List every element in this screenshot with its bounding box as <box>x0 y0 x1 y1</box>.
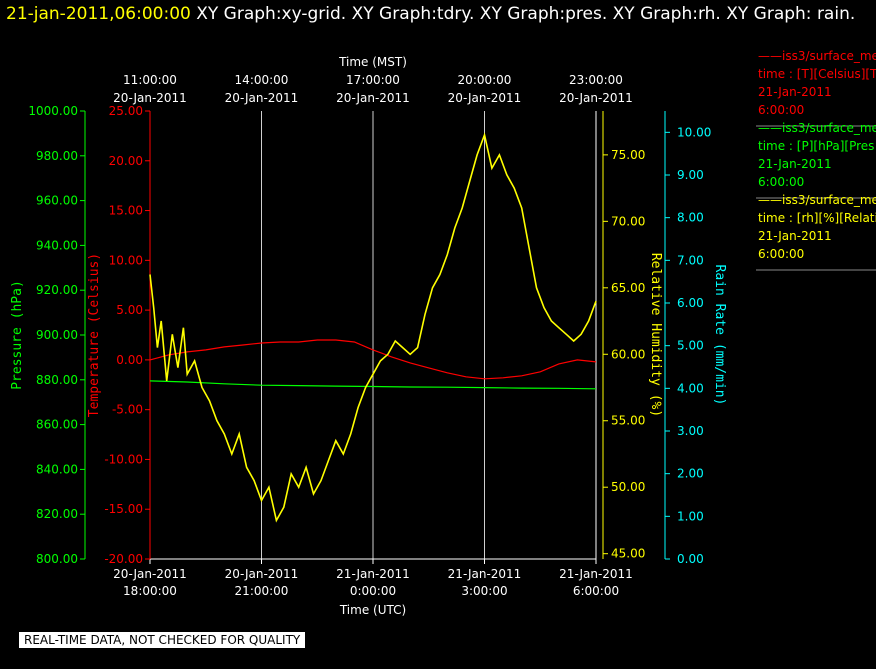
humidity-tick-label: 50.00 <box>611 480 645 494</box>
legend-date: 21-Jan-2011 <box>758 157 832 171</box>
series-line-humidity <box>149 132 597 523</box>
humidity-tick-label: 75.00 <box>611 148 645 162</box>
legend-date: 21-Jan-2011 <box>758 229 832 243</box>
legend-time: 6:00:00 <box>758 103 804 117</box>
x-tick-label-top-date: 20-Jan-2011 <box>113 91 187 105</box>
x-tick-label-top-date: 20-Jan-2011 <box>448 91 522 105</box>
x-tick-label-bottom-date: 21-Jan-2011 <box>448 567 522 581</box>
grid-lines <box>261 111 485 559</box>
x-tick-label-bottom-date: 21-Jan-2011 <box>336 567 410 581</box>
temperature-tick-label: 25.00 <box>109 104 143 118</box>
rain-tick-label: 7.00 <box>677 253 704 267</box>
temperature-tick-label: 20.00 <box>109 154 143 168</box>
legend-source: ——iss3/surface_me <box>758 193 876 207</box>
pressure-tick-label: 800.00 <box>36 552 78 566</box>
x-tick-label-top-time: 23:00:00 <box>569 73 623 87</box>
humidity-tick-label: 55.00 <box>611 414 645 428</box>
temperature-tick-label: -20.00 <box>104 552 143 566</box>
x-tick-label-top-date: 20-Jan-2011 <box>559 91 633 105</box>
x-tick-label-bottom-date: 20-Jan-2011 <box>113 567 187 581</box>
x-tick-label-bottom-date: 21-Jan-2011 <box>559 567 633 581</box>
pressure-tick-label: 960.00 <box>36 194 78 208</box>
legend-variable: time : [P][hPa][Pres <box>758 139 874 153</box>
legend-source: ——iss3/surface_me <box>758 49 876 63</box>
rain-tick-label: 4.00 <box>677 381 704 395</box>
series-line-temperature <box>149 339 597 380</box>
x-tick-label-top-time: 17:00:00 <box>346 73 400 87</box>
pressure-tick-label: 920.00 <box>36 283 78 297</box>
quality-disclaimer: REAL-TIME DATA, NOT CHECKED FOR QUALITY <box>19 632 306 648</box>
temperature-tick-label: 5.00 <box>116 303 143 317</box>
legend-date: 21-Jan-2011 <box>758 85 832 99</box>
temperature-axis-title: Temperature (Celsius) <box>87 253 102 417</box>
temperature-tick-label: 10.00 <box>109 253 143 267</box>
x-tick-label-top-date: 20-Jan-2011 <box>225 91 299 105</box>
rain-tick-label: 1.00 <box>677 509 704 523</box>
pressure-tick-label: 820.00 <box>36 507 78 521</box>
x-tick-label-bottom-date: 20-Jan-2011 <box>225 567 299 581</box>
legend-time: 6:00:00 <box>758 175 804 189</box>
pressure-tick-label: 880.00 <box>36 373 78 387</box>
pressure-tick-label: 940.00 <box>36 238 78 252</box>
x-axis-title-top: Time (MST) <box>338 55 407 69</box>
pressure-tick-label: 860.00 <box>36 418 78 432</box>
rain-tick-label: 9.00 <box>677 168 704 182</box>
rain-tick-label: 10.00 <box>677 125 711 139</box>
rain-tick-label: 0.00 <box>677 552 704 566</box>
x-axis-title-bottom: Time (UTC) <box>339 603 406 617</box>
chart-header: 21-jan-2011,06:00:00 XY Graph:xy-grid. X… <box>6 0 866 29</box>
pressure-tick-label: 980.00 <box>36 149 78 163</box>
rain-tick-label: 2.00 <box>677 467 704 481</box>
axes: 20-Jan-2011 18:00:00 11:00:00 20-Jan-2011 20… <box>10 55 727 617</box>
pressure-tick-label: 900.00 <box>36 328 78 342</box>
x-tick-label-top-time: 20:00:00 <box>458 73 512 87</box>
x-tick-label-bottom-time: 21:00:00 <box>235 584 289 598</box>
header-graph-list: XY Graph:xy-grid. XY Graph:tdry. XY Grap… <box>190 4 856 24</box>
temperature-tick-label: -15.00 <box>104 502 143 516</box>
header-timestamp: 21-jan-2011,06:00:00 <box>6 4 191 24</box>
temperature-tick-label: -5.00 <box>112 403 143 417</box>
pressure-tick-label: 840.00 <box>36 462 78 476</box>
x-tick-label-bottom-time: 18:00:00 <box>123 584 177 598</box>
x-tick-label-top-date: 20-Jan-2011 <box>336 91 410 105</box>
rain-tick-label: 8.00 <box>677 211 704 225</box>
x-tick-label-top-time: 14:00:00 <box>235 73 289 87</box>
x-tick-label-bottom-time: 6:00:00 <box>573 584 619 598</box>
data-series <box>149 132 597 523</box>
legend-variable: time : [T][Celsius][T <box>758 67 876 81</box>
rain-tick-label: 5.00 <box>677 339 704 353</box>
temperature-tick-label: 0.00 <box>116 353 143 367</box>
x-tick-label-bottom-time: 0:00:00 <box>350 584 396 598</box>
pressure-axis-title: Pressure (hPa) <box>10 280 25 390</box>
series-line-pressure <box>149 380 597 390</box>
pressure-tick-label: 1000.00 <box>28 104 78 118</box>
humidity-tick-label: 60.00 <box>611 347 645 361</box>
rain-axis-title: Rain Rate (mm/min) <box>712 265 727 406</box>
legend-variable: time : [rh][%][Relati <box>758 211 876 225</box>
x-tick-label-bottom-time: 3:00:00 <box>461 584 507 598</box>
humidity-tick-label: 45.00 <box>611 547 645 561</box>
rain-tick-label: 3.00 <box>677 424 704 438</box>
temperature-tick-label: -10.00 <box>104 452 143 466</box>
legend-time: 6:00:00 <box>758 247 804 261</box>
x-tick-label-top-time: 11:00:00 <box>123 73 177 87</box>
rain-tick-label: 6.00 <box>677 296 704 310</box>
humidity-tick-label: 70.00 <box>611 214 645 228</box>
legend-source: ——iss3/surface_me <box>758 121 876 135</box>
humidity-tick-label: 65.00 <box>611 281 645 295</box>
temperature-tick-label: 15.00 <box>109 204 143 218</box>
humidity-axis-title: Relative Humidity (%) <box>648 253 663 417</box>
